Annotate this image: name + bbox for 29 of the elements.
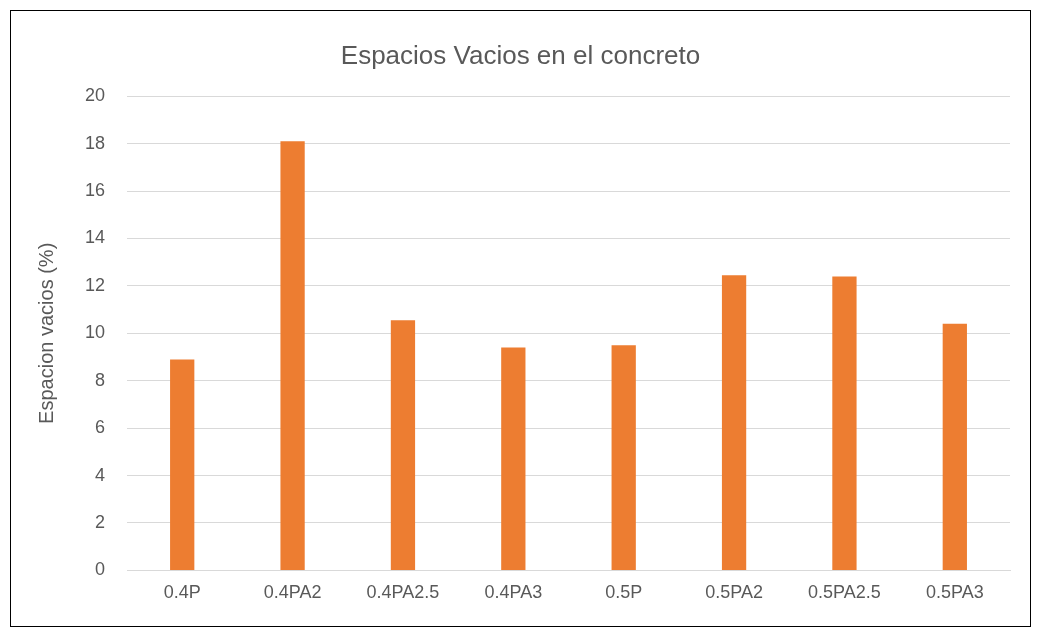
bar [170,359,195,570]
y-tick-label: 2 [95,511,106,532]
bar [942,323,967,570]
bar [390,320,416,570]
bar [611,345,636,570]
bar [280,141,305,570]
x-tick-label: 0.5PA3 [925,582,984,603]
y-tick-label: 0 [95,559,106,580]
y-tick-label: 14 [84,227,106,248]
y-tick-label: 10 [84,322,106,343]
y-tick-label: 20 [84,85,106,106]
y-tick-label: 18 [84,132,106,153]
x-tick-label: 0.4P [163,582,201,603]
bar [501,347,526,570]
y-tick-label: 4 [95,464,106,485]
x-tick-label: 0.5P [605,582,643,603]
y-axis-title: Espacion vacios (%) [34,242,57,424]
bar [721,275,747,570]
x-tick-label: 0.4PA3 [484,582,543,603]
bar [832,276,857,570]
x-tick-label: 0.4PA2 [263,582,322,603]
y-tick-label: 6 [95,417,106,438]
y-tick-label: 12 [84,274,106,295]
chart-title: Espacios Vacios en el concreto [340,39,701,70]
x-tick-label: 0.4PA2.5 [366,582,440,603]
x-tick-label: 0.5PA2 [705,582,763,603]
y-tick-label: 16 [84,180,106,201]
x-tick-label: 0.5PA2.5 [808,582,881,603]
y-tick-label: 8 [95,369,106,390]
